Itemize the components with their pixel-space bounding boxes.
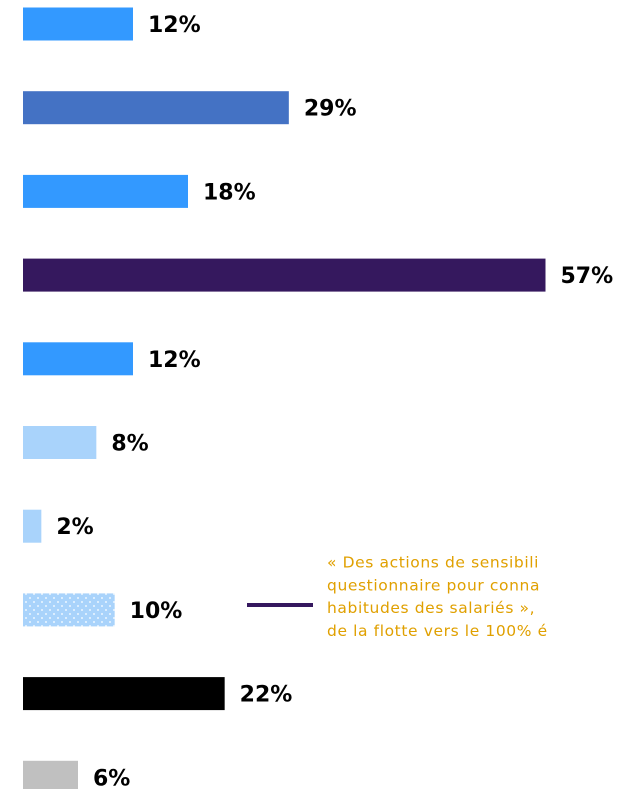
- bar: [23, 174, 188, 208]
- value-label: 12%: [148, 348, 201, 373]
- bar: [23, 7, 133, 41]
- bar: [23, 91, 289, 125]
- value-label: 2%: [56, 515, 93, 540]
- value-label: 10%: [130, 599, 183, 624]
- value-label: 29%: [304, 97, 357, 122]
- value-label: 8%: [111, 432, 148, 457]
- bar: [23, 677, 225, 711]
- value-label: 6%: [93, 766, 130, 789]
- bar: [23, 509, 42, 543]
- bar-pattern: [23, 593, 115, 627]
- value-label: 18%: [203, 180, 256, 205]
- bar: [23, 760, 78, 789]
- annotation-text: questionnaire pour conna: [327, 576, 540, 594]
- bar: [23, 342, 133, 376]
- bar: [23, 258, 546, 292]
- value-label: 12%: [148, 13, 201, 38]
- bar: [23, 426, 97, 459]
- annotation-text: « Des actions de sensibili: [327, 554, 539, 572]
- value-label: 22%: [240, 683, 293, 708]
- annotation-text: de la flotte vers le 100% é: [327, 622, 548, 640]
- value-label: 57%: [561, 264, 614, 289]
- annotation-text: habitudes des salariés »,: [327, 599, 535, 617]
